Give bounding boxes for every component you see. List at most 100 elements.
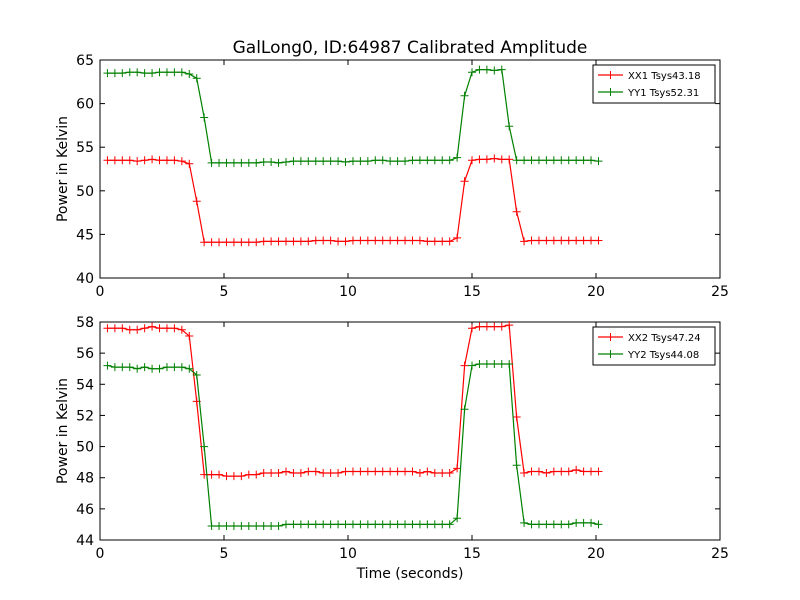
data-point: [296, 157, 305, 166]
data-point: [110, 363, 119, 372]
data-point: [282, 158, 290, 167]
legend-marker: [606, 71, 615, 79]
data-point: [356, 520, 365, 529]
y-tick-label: 40: [76, 271, 94, 287]
data-point: [468, 324, 476, 333]
data-point: [423, 467, 432, 476]
data-point: [185, 332, 194, 341]
data-point: [468, 68, 476, 77]
data-point: [334, 469, 343, 478]
data-point: [348, 467, 357, 476]
data-point: [445, 156, 454, 165]
data-point: [572, 236, 581, 245]
data-point: [326, 236, 335, 245]
x-tick-label: 15: [463, 284, 481, 300]
data-point: [319, 157, 328, 166]
data-point: [490, 66, 499, 75]
data-point: [542, 236, 551, 245]
data-point: [289, 157, 298, 166]
data-point: [453, 233, 462, 242]
data-point: [572, 465, 581, 474]
data-point: [527, 467, 536, 476]
data-point: [348, 236, 357, 245]
y-tick-label: 56: [76, 346, 94, 362]
data-point: [505, 155, 514, 164]
data-point: [289, 469, 298, 478]
data-point: [311, 467, 320, 476]
data-point: [222, 472, 231, 481]
y-tick-label: 48: [76, 471, 94, 487]
data-point: [393, 236, 402, 245]
data-point: [282, 467, 290, 476]
data-point: [505, 122, 514, 131]
data-point: [490, 154, 499, 163]
data-point: [505, 321, 514, 330]
data-point: [348, 157, 357, 166]
data-point: [267, 469, 276, 478]
data-point: [311, 157, 320, 166]
data-point: [520, 156, 529, 165]
data-point: [534, 467, 543, 476]
data-point: [289, 237, 298, 246]
legend-label: XX1 Tsys43.18: [628, 71, 701, 82]
data-point: [438, 469, 447, 478]
data-point: [594, 520, 603, 529]
data-point: [282, 520, 290, 529]
legend-marker: [606, 350, 615, 358]
data-point: [408, 236, 417, 245]
y-tick-label: 50: [76, 440, 94, 456]
data-point: [200, 113, 209, 122]
data-point: [468, 156, 476, 165]
data-point: [177, 363, 186, 372]
data-point: [259, 158, 268, 167]
data-point: [549, 156, 558, 165]
data-point: [162, 68, 171, 77]
legend-label: YY2 Tsys44.08: [627, 350, 699, 361]
data-point: [155, 324, 164, 333]
data-point: [177, 157, 186, 166]
data-point: [319, 469, 328, 478]
data-point: [296, 520, 305, 529]
series-1: [103, 154, 603, 247]
data-point: [192, 370, 201, 379]
data-point: [148, 69, 157, 78]
data-point: [512, 207, 521, 216]
data-point: [534, 236, 543, 245]
y-tick-label: 46: [76, 502, 94, 518]
data-point: [482, 322, 491, 331]
data-point: [453, 153, 462, 162]
data-point: [423, 156, 432, 165]
data-point: [304, 467, 313, 476]
data-point: [512, 412, 521, 421]
data-point: [162, 324, 171, 333]
x-tick-label: 0: [96, 546, 105, 562]
data-point: [200, 442, 209, 451]
legend: XX2 Tsys47.24 YY2 Tsys44.08: [592, 326, 716, 366]
data-point: [356, 467, 365, 476]
data-point: [460, 405, 469, 414]
data-point: [244, 238, 253, 247]
data-point: [401, 157, 410, 166]
data-point: [341, 467, 350, 476]
data-point: [252, 521, 261, 530]
data-point: [244, 521, 253, 530]
data-point: [356, 157, 365, 166]
y-tick-label: 55: [76, 140, 94, 156]
data-point: [371, 236, 380, 245]
data-point: [579, 156, 588, 165]
data-point: [222, 158, 231, 167]
data-point: [334, 237, 343, 246]
data-point: [423, 520, 432, 529]
x-tick-label: 20: [587, 546, 605, 562]
data-point: [363, 520, 372, 529]
data-point: [274, 237, 283, 246]
data-point: [445, 520, 454, 529]
data-point: [237, 472, 246, 481]
data-point: [155, 364, 164, 373]
data-point: [415, 520, 424, 529]
data-point: [549, 236, 558, 245]
data-point: [415, 156, 424, 165]
data-point: [215, 521, 224, 530]
data-point: [386, 520, 395, 529]
